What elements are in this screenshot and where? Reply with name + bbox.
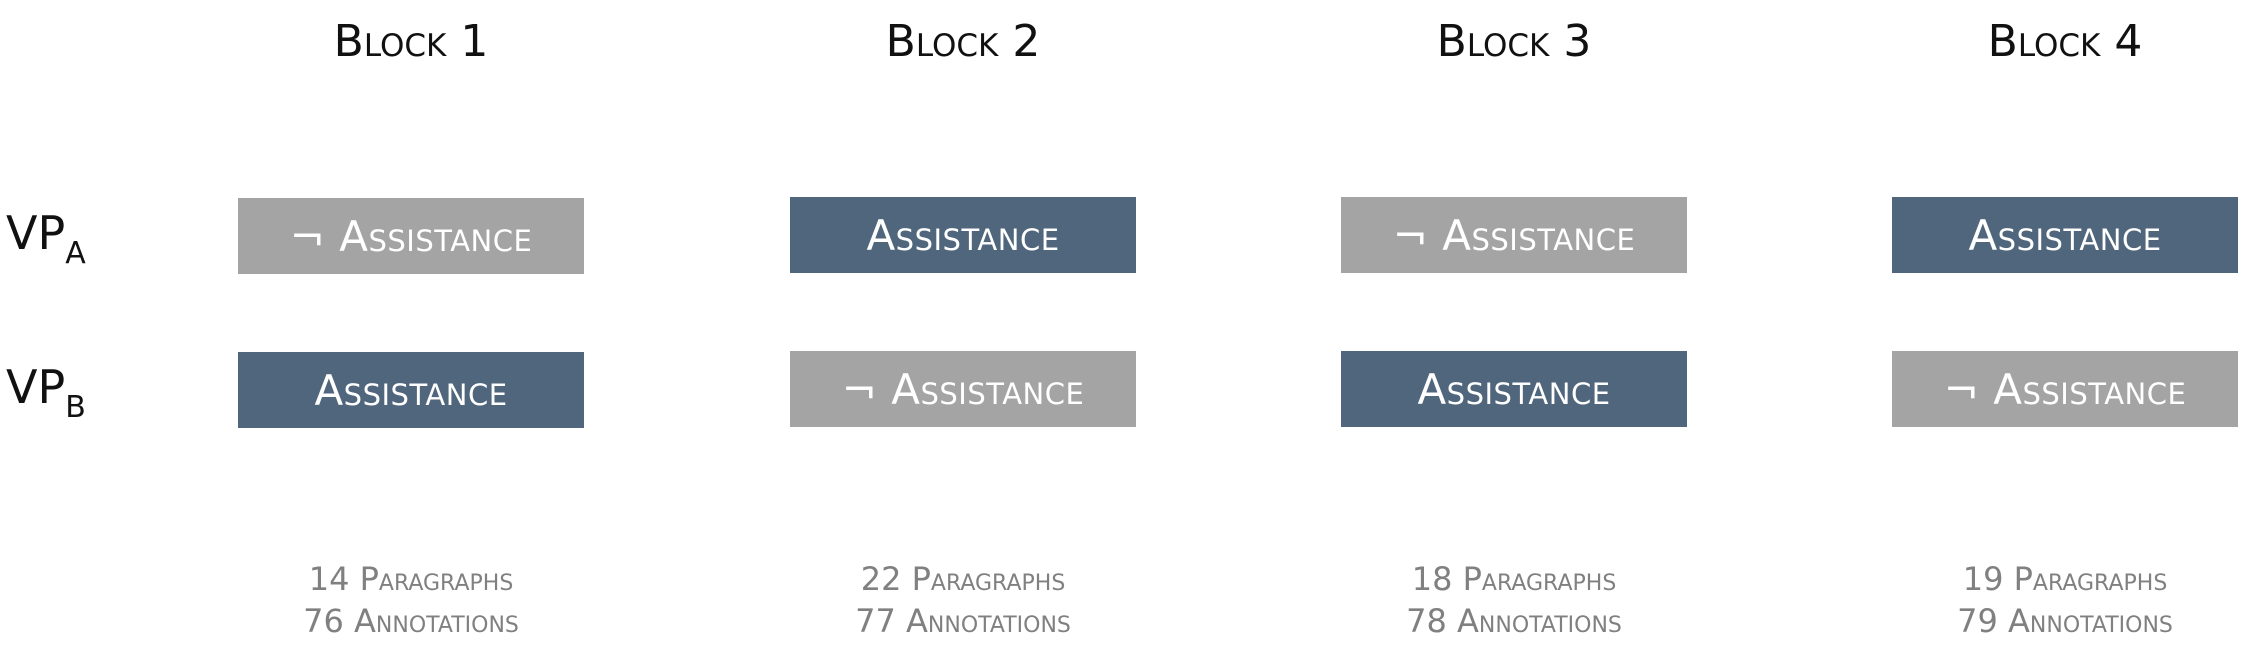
condition-cell-vp-a: ¬ Assistance: [238, 198, 584, 274]
row-label-vp-a: VPA: [6, 206, 86, 271]
condition-cell-vp-a: Assistance: [790, 197, 1136, 273]
annotation-count: 76 Annotations: [303, 602, 519, 640]
paragraph-count: 19 Paragraphs: [1962, 560, 2168, 598]
paragraph-count: 22 Paragraphs: [860, 560, 1066, 598]
block-stats: 19 Paragraphs 79 Annotations: [1892, 558, 2238, 642]
annotation-count: 78 Annotations: [1406, 602, 1622, 640]
row-label-vp-b: VPB: [6, 360, 86, 425]
block-title: Block 2: [885, 16, 1041, 67]
block-stats: 22 Paragraphs 77 Annotations: [790, 558, 1136, 642]
condition-cell-vp-b: ¬ Assistance: [790, 351, 1136, 427]
block-title: Block 1: [333, 16, 489, 67]
condition-cell-vp-a: ¬ Assistance: [1341, 197, 1687, 273]
paragraph-count: 18 Paragraphs: [1411, 560, 1617, 598]
condition-cell-vp-b: Assistance: [238, 352, 584, 428]
paragraph-count: 14 Paragraphs: [308, 560, 514, 598]
condition-cell-vp-b: ¬ Assistance: [1892, 351, 2238, 427]
block-title: Block 3: [1436, 16, 1592, 67]
annotation-count: 77 Annotations: [855, 602, 1071, 640]
block-title: Block 4: [1987, 16, 2143, 67]
condition-cell-vp-a: Assistance: [1892, 197, 2238, 273]
condition-cell-vp-b: Assistance: [1341, 351, 1687, 427]
annotation-count: 79 Annotations: [1957, 602, 2173, 640]
block-stats: 14 Paragraphs 76 Annotations: [238, 558, 584, 642]
block-stats: 18 Paragraphs 78 Annotations: [1341, 558, 1687, 642]
